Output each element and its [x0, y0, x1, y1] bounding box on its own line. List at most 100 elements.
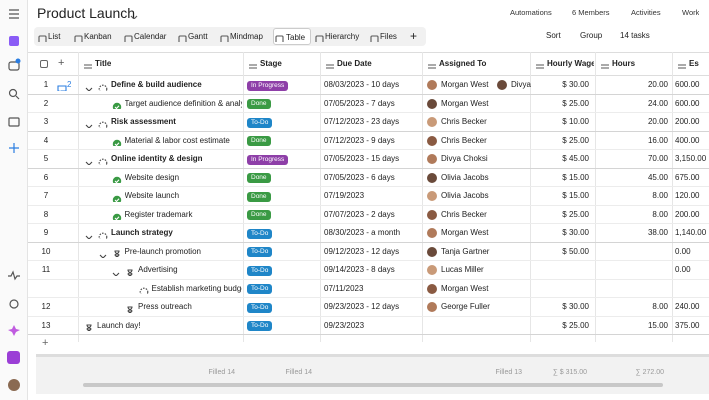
- task-title[interactable]: Target audience definition & analysis: [124, 98, 243, 108]
- hourly-wage[interactable]: $ 10.00: [562, 117, 589, 126]
- column-header[interactable]: Title: [95, 59, 112, 68]
- estimate[interactable]: 375.00: [675, 320, 700, 330]
- assignee[interactable]: Divya: [511, 80, 532, 89]
- stage-pill[interactable]: Done: [247, 173, 271, 183]
- stage-pill[interactable]: Done: [247, 136, 271, 146]
- task-title[interactable]: Register trademark: [124, 209, 193, 219]
- toolbar-button[interactable]: Sort: [546, 31, 561, 40]
- task-title[interactable]: Online identity & design: [111, 154, 203, 163]
- estimate[interactable]: 0.00: [675, 246, 691, 256]
- column-header[interactable]: Es: [689, 59, 699, 68]
- task-title[interactable]: Pre-launch promotion: [124, 246, 201, 256]
- hourly-wage[interactable]: $ 25.00: [562, 98, 589, 108]
- hourly-wage[interactable]: $ 45.00: [562, 154, 589, 163]
- comment-count[interactable]: 2: [67, 80, 72, 89]
- assignee[interactable]: Olivia Jacobs: [441, 172, 489, 182]
- hours[interactable]: 16.00: [647, 135, 668, 145]
- assignee[interactable]: Chris Becker: [441, 135, 487, 145]
- task-title[interactable]: Launch day!: [97, 320, 141, 330]
- hours[interactable]: 24.00: [647, 98, 668, 108]
- hourly-wage[interactable]: $ 50.00: [562, 246, 589, 256]
- hours[interactable]: 38.00: [647, 228, 668, 237]
- stage-pill[interactable]: To-Do: [247, 302, 273, 313]
- assignee[interactable]: George Fuller: [441, 302, 490, 311]
- tab[interactable]: Calendar: [134, 32, 167, 41]
- estimate[interactable]: 675.00: [675, 172, 700, 182]
- header-action[interactable]: Automations: [510, 8, 552, 17]
- hours[interactable]: 15.00: [647, 320, 668, 330]
- stage-pill[interactable]: Done: [247, 99, 271, 109]
- due-date[interactable]: 09/14/2023 - 8 days: [324, 265, 395, 274]
- task-title[interactable]: Launch strategy: [111, 228, 173, 237]
- due-date[interactable]: 07/11/2023: [324, 283, 364, 293]
- add-view[interactable]: +: [410, 29, 418, 43]
- stage-pill[interactable]: To-Do: [247, 284, 273, 294]
- tab[interactable]: Files: [380, 32, 397, 41]
- hours[interactable]: 20.00: [647, 80, 668, 89]
- expand-toggle[interactable]: [84, 155, 94, 165]
- due-date[interactable]: 09/12/2023 - 12 days: [324, 246, 400, 256]
- hours[interactable]: 45.00: [647, 172, 668, 182]
- hours[interactable]: 8.00: [652, 209, 668, 219]
- toolbar-button[interactable]: Group: [580, 31, 603, 40]
- hours[interactable]: 8.00: [652, 191, 668, 200]
- assignee[interactable]: Morgan West: [441, 80, 489, 89]
- hours[interactable]: 20.00: [647, 117, 668, 126]
- assignee[interactable]: Divya Choksi: [441, 154, 488, 163]
- hours[interactable]: 70.00: [647, 154, 668, 163]
- assignee[interactable]: Morgan West: [441, 283, 489, 293]
- expand-toggle[interactable]: [84, 118, 94, 128]
- column-header[interactable]: Due Date: [337, 59, 372, 68]
- column-header[interactable]: Hours: [612, 59, 636, 68]
- due-date[interactable]: 07/12/2023 - 23 days: [324, 117, 400, 126]
- header-action[interactable]: Activities: [631, 8, 661, 17]
- assignee[interactable]: Chris Becker: [441, 209, 487, 219]
- estimate[interactable]: 240.00: [675, 302, 700, 311]
- header-action[interactable]: Work: [682, 8, 700, 17]
- task-title[interactable]: Advertising: [138, 265, 178, 274]
- estimate[interactable]: 3,150.00: [675, 154, 707, 163]
- estimate[interactable]: 120.00: [675, 191, 700, 200]
- task-title[interactable]: Press outreach: [138, 302, 192, 311]
- hourly-wage[interactable]: $ 25.00: [562, 209, 589, 219]
- task-title[interactable]: Material & labor cost estimate: [124, 135, 230, 145]
- stage-pill[interactable]: To-Do: [247, 247, 273, 257]
- stage-pill[interactable]: To-Do: [247, 228, 273, 239]
- add-task-row[interactable]: +: [42, 337, 49, 349]
- assignee[interactable]: Morgan West: [441, 98, 489, 108]
- project-title[interactable]: Product Launch: [37, 5, 136, 21]
- stage-pill[interactable]: To-Do: [247, 117, 273, 128]
- tab[interactable]: Gantt: [188, 32, 208, 41]
- hours[interactable]: 8.00: [652, 302, 668, 311]
- expand-toggle[interactable]: [84, 229, 94, 239]
- due-date[interactable]: 07/05/2023 - 7 days: [324, 98, 395, 108]
- estimate[interactable]: 200.00: [675, 117, 700, 126]
- due-date[interactable]: 08/03/2023 - 10 days: [324, 80, 400, 89]
- hourly-wage[interactable]: $ 30.00: [562, 302, 589, 311]
- expand-toggle[interactable]: [84, 81, 94, 91]
- task-title[interactable]: Risk assessment: [111, 117, 176, 126]
- stage-pill[interactable]: In Progress: [247, 80, 289, 91]
- due-date[interactable]: 09/23/2023: [324, 320, 365, 330]
- task-title[interactable]: Website design: [124, 172, 180, 182]
- estimate[interactable]: 600.00: [675, 80, 700, 89]
- tab[interactable]: Mindmap: [230, 32, 263, 41]
- column-header[interactable]: Hourly Wage: [547, 59, 594, 68]
- toolbar-button[interactable]: 14 tasks: [620, 31, 650, 40]
- header-action[interactable]: 6 Members: [572, 8, 610, 17]
- estimate[interactable]: 200.00: [675, 209, 700, 219]
- estimate[interactable]: 0.00: [675, 265, 691, 274]
- expand-toggle[interactable]: [111, 266, 121, 276]
- hourly-wage[interactable]: $ 25.00: [562, 320, 589, 330]
- due-date[interactable]: 07/19/2023: [324, 191, 365, 200]
- due-date[interactable]: 08/30/2023 - a month: [324, 228, 401, 237]
- estimate[interactable]: 400.00: [675, 135, 700, 145]
- assignee[interactable]: Morgan West: [441, 228, 489, 237]
- assignee[interactable]: Lucas Miller: [441, 265, 484, 274]
- assignee[interactable]: Tanja Gartner: [441, 246, 490, 256]
- due-date[interactable]: 07/05/2023 - 15 days: [324, 154, 400, 163]
- due-date[interactable]: 07/12/2023 - 9 days: [324, 135, 395, 145]
- expand-toggle[interactable]: [98, 248, 108, 258]
- hourly-wage[interactable]: $ 30.00: [562, 80, 589, 89]
- stage-pill[interactable]: To-Do: [247, 265, 273, 276]
